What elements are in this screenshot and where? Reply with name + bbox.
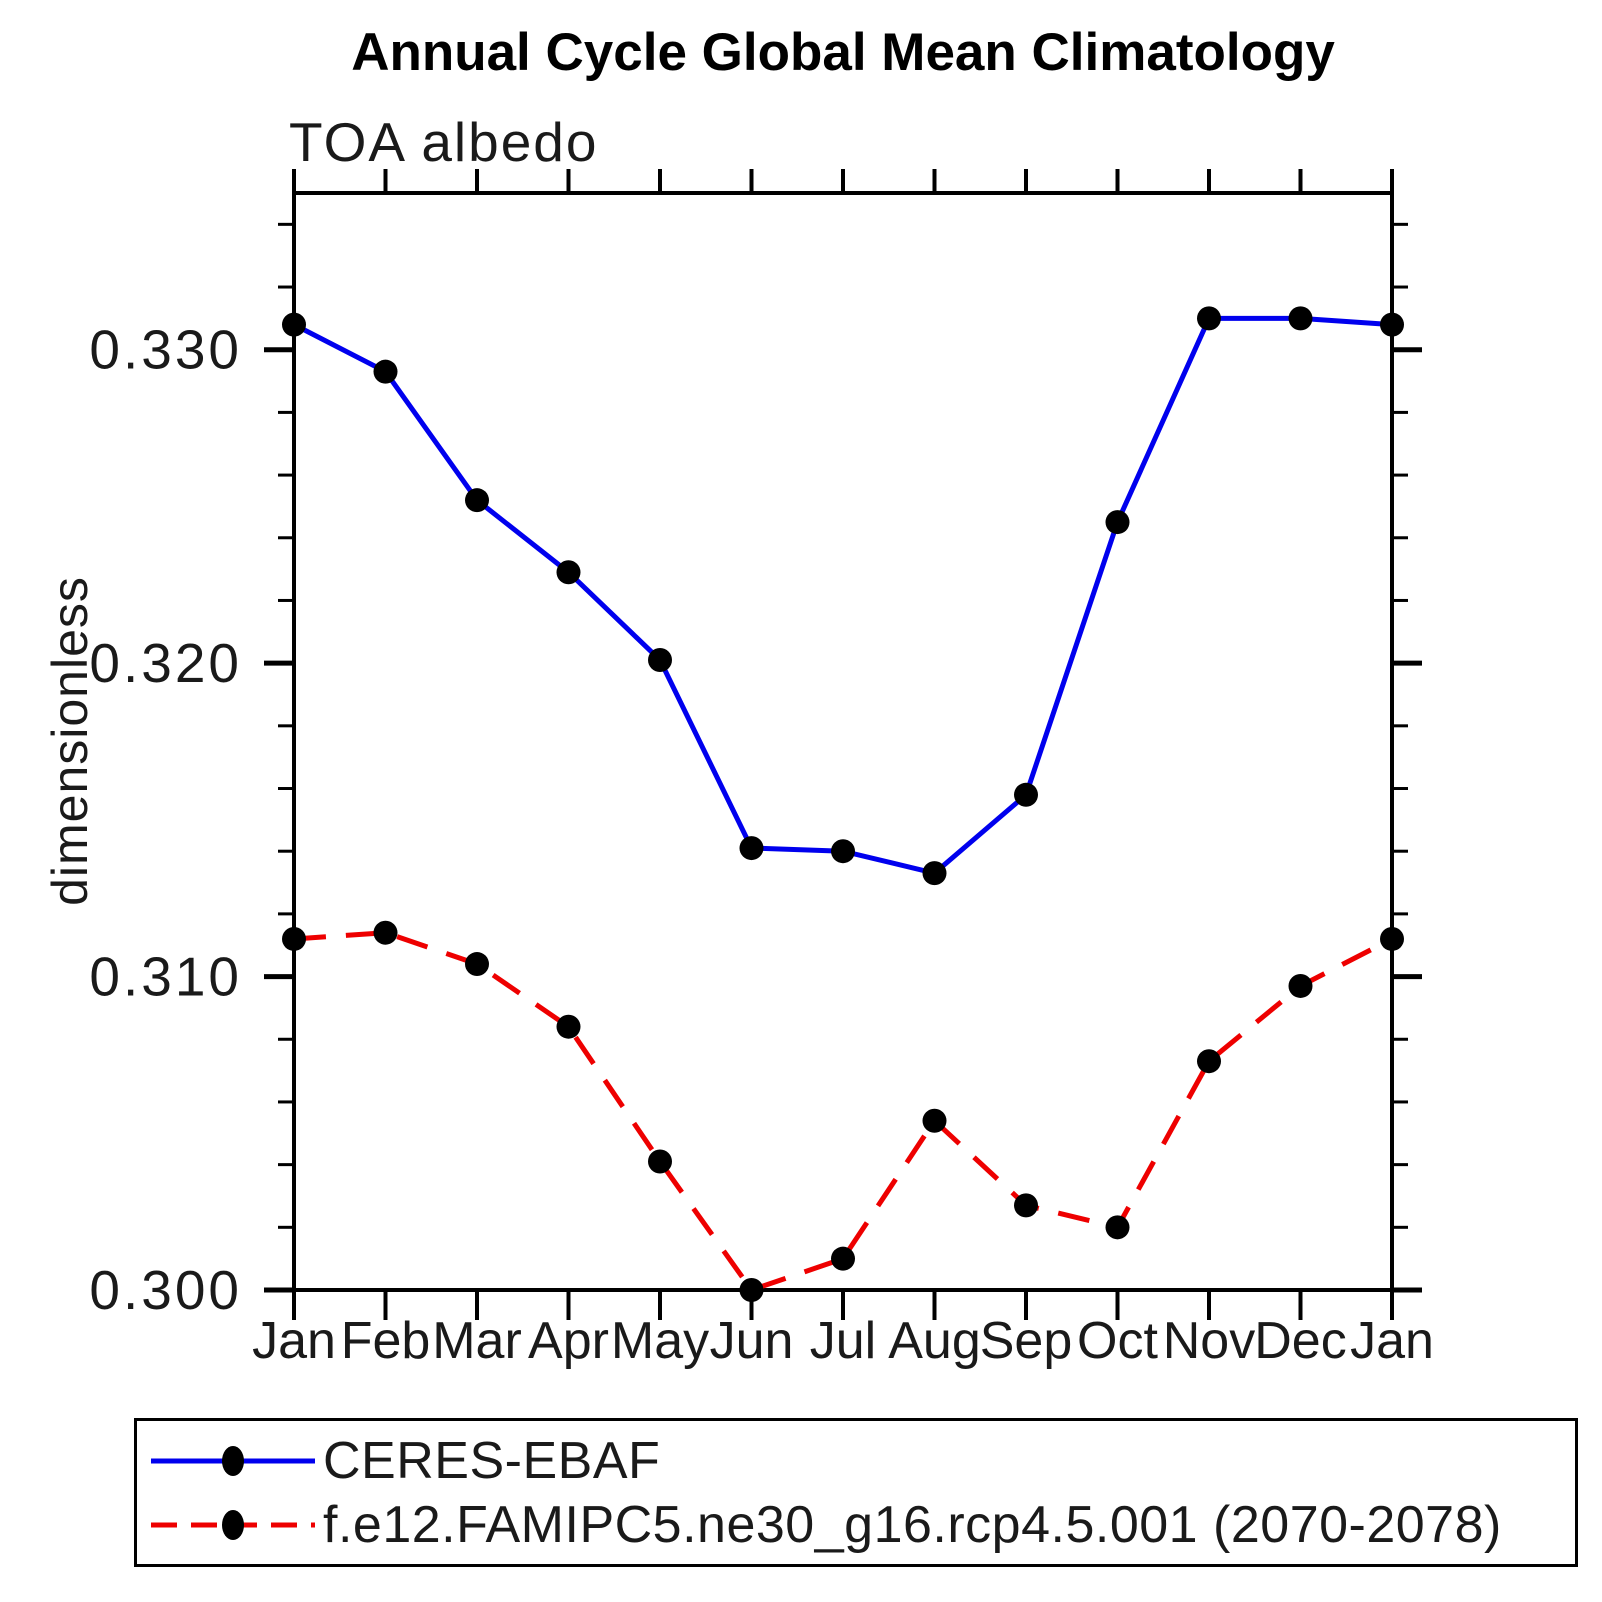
data-point-marker bbox=[831, 839, 855, 864]
data-point-marker bbox=[922, 1108, 947, 1133]
chart-subtitle: TOA albedo bbox=[289, 111, 599, 173]
x-tick-label: Nov bbox=[1163, 1312, 1255, 1370]
data-point-marker bbox=[1288, 306, 1313, 331]
series-ceres-ebaf bbox=[282, 306, 1404, 886]
data-point-marker bbox=[1014, 782, 1038, 807]
chart-title: Annual Cycle Global Mean Climatology bbox=[351, 23, 1335, 82]
x-tick-label: Oct bbox=[1077, 1312, 1158, 1370]
legend-label-ceres-ebaf: CERES-EBAF bbox=[323, 1431, 661, 1490]
y-tick-label: 0.320 bbox=[89, 632, 242, 694]
legend-item-model: f.e12.FAMIPC5.ne30_g16.rcp4.5.001 (2070-… bbox=[147, 1493, 1575, 1557]
x-tick-label: Sep bbox=[980, 1312, 1073, 1370]
y-tick-label: 0.310 bbox=[89, 946, 242, 1008]
data-point-marker bbox=[465, 488, 489, 513]
x-tick-label: Jun bbox=[710, 1312, 794, 1370]
data-point-marker bbox=[1197, 1049, 1221, 1074]
x-tick-label: Feb bbox=[341, 1312, 431, 1370]
data-point-marker bbox=[282, 312, 306, 337]
x-tick-label: Jan bbox=[1350, 1312, 1434, 1370]
x-tick-label: Jan bbox=[252, 1312, 336, 1370]
data-point-marker bbox=[373, 359, 398, 384]
data-point-marker bbox=[556, 1014, 581, 1039]
data-point-marker bbox=[1380, 926, 1404, 951]
x-tick-label: Aug bbox=[888, 1312, 981, 1370]
data-point-marker bbox=[1288, 973, 1313, 998]
legend-item-ceres-ebaf: CERES-EBAF bbox=[147, 1429, 1575, 1493]
legend: CERES-EBAF f.e12.FAMIPC5.ne30_g16.rcp4.5… bbox=[134, 1418, 1578, 1567]
data-point-marker bbox=[922, 861, 947, 886]
legend-marker-icon bbox=[222, 1445, 244, 1476]
y-tick-label: 0.300 bbox=[89, 1259, 242, 1321]
data-point-marker bbox=[739, 836, 764, 861]
legend-dashed-line-icon bbox=[151, 1509, 315, 1540]
data-point-marker bbox=[282, 926, 306, 951]
data-point-marker bbox=[1380, 312, 1404, 337]
axes bbox=[264, 169, 1422, 1320]
x-tick-label: Apr bbox=[528, 1312, 609, 1370]
data-point-marker bbox=[1105, 1215, 1130, 1240]
legend-marker-icon bbox=[222, 1509, 244, 1540]
series-model bbox=[282, 920, 1404, 1302]
data-point-marker bbox=[1197, 306, 1221, 331]
data-point-marker bbox=[831, 1246, 855, 1271]
legend-solid-line-icon bbox=[151, 1445, 315, 1476]
x-tick-label: Dec bbox=[1254, 1312, 1346, 1370]
data-point-marker bbox=[465, 952, 489, 977]
x-tick-label: Mar bbox=[432, 1312, 522, 1370]
data-point-marker bbox=[1105, 510, 1130, 535]
data-point-marker bbox=[556, 560, 581, 585]
x-tick-label: Jul bbox=[810, 1312, 876, 1370]
data-point-marker bbox=[1014, 1193, 1038, 1218]
data-point-marker bbox=[648, 1149, 672, 1174]
x-tick-label: May bbox=[611, 1312, 709, 1370]
data-point-marker bbox=[373, 920, 398, 945]
y-tick-label: 0.330 bbox=[89, 319, 242, 381]
legend-label-model: f.e12.FAMIPC5.ne30_g16.rcp4.5.001 (2070-… bbox=[323, 1495, 1502, 1554]
data-point-marker bbox=[648, 648, 672, 673]
data-point-marker bbox=[739, 1278, 764, 1302]
